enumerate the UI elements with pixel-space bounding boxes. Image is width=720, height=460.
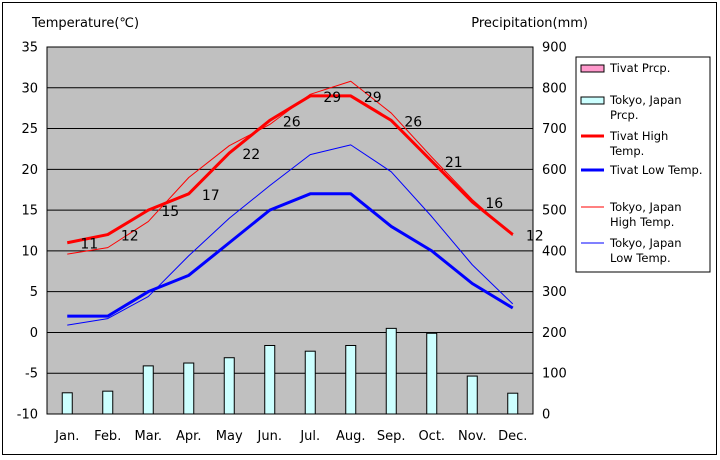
series-line-5	[67, 144, 514, 326]
data-label: 29	[323, 90, 341, 106]
y-left-tick-label: 15	[21, 204, 38, 219]
x-tick-label: Apr.	[176, 429, 201, 444]
y-right-tick-label: 400	[542, 244, 567, 259]
legend-label: Tokyo, Japan	[609, 200, 682, 214]
legend-swatch-0	[580, 64, 605, 73]
bar-1-2	[142, 365, 154, 415]
plot-border	[46, 46, 534, 415]
y-left-tick-label: -10	[17, 408, 38, 423]
data-label: 26	[283, 114, 301, 130]
x-tick-label: Dec.	[498, 429, 527, 444]
legend-label: Low Temp.	[610, 251, 671, 265]
y-left-tick-label: 10	[21, 244, 38, 259]
y-right-tick-label: 500	[542, 204, 567, 219]
series-line-2	[66, 94, 514, 245]
y-left-tick-label: 25	[21, 122, 38, 137]
legend-label: Tivat High	[609, 129, 668, 143]
data-label: 12	[121, 229, 139, 245]
data-label: 21	[445, 155, 463, 171]
y-left-tick-label: 30	[21, 81, 38, 96]
y-right-tick-label: 700	[542, 122, 567, 137]
data-label: 22	[242, 147, 260, 163]
legend-label: High Temp.	[610, 215, 674, 229]
bar-1-9	[426, 332, 438, 415]
y-right-tick-label: 900	[542, 41, 567, 56]
x-tick-label: May	[216, 429, 243, 444]
legend-label: Tokyo, Japan	[609, 236, 682, 250]
y-right-tick-label: 300	[542, 285, 567, 300]
data-label: 12	[526, 229, 544, 245]
legend-label: Temp.	[609, 144, 644, 158]
bar-1-10	[466, 375, 478, 415]
data-label: 26	[404, 114, 422, 130]
y-right-tick-label: 800	[542, 81, 567, 96]
x-tick-label: Oct.	[418, 429, 445, 444]
bar-1-4	[223, 357, 235, 415]
bar-1-11	[507, 392, 519, 415]
data-label: 15	[161, 204, 179, 220]
legend-box	[575, 56, 711, 273]
bar-1-6	[304, 350, 316, 415]
legend-label: Tokyo, Japan	[609, 93, 682, 107]
series-line-3	[67, 192, 514, 318]
x-tick-label: Feb.	[94, 429, 121, 444]
y-left-tick-label: 20	[21, 163, 38, 178]
x-tick-label: Jan.	[54, 429, 79, 444]
data-label: 29	[364, 90, 382, 106]
y-left-tick-label: -5	[25, 367, 38, 382]
bar-1-8	[385, 327, 397, 415]
bar-1-3	[183, 362, 195, 415]
y-right-tick-label: 200	[542, 326, 567, 341]
y-left-tick-label: 0	[30, 326, 38, 341]
y-right-tick-label: 100	[542, 367, 567, 382]
plot-area: 35 30 25 20 15 10 5 0 -5 -10 900 800 700 600 500 400 300…	[17, 41, 567, 445]
bar-1-5	[264, 344, 276, 415]
x-tick-label: Sep.	[377, 429, 406, 444]
x-tick-label: Aug.	[336, 429, 366, 444]
x-tick-label: Mar.	[135, 429, 162, 444]
data-label: 17	[202, 188, 220, 204]
legend-swatch-1	[580, 96, 605, 105]
legend-label: Prcp.	[610, 108, 639, 122]
data-label: 11	[80, 237, 98, 253]
y-right-tick-label: 600	[542, 163, 567, 178]
data-label: 16	[485, 196, 503, 212]
x-tick-label: Jul.	[299, 429, 320, 444]
legend-label: Tivat Low Temp.	[609, 163, 703, 177]
bar-1-1	[102, 390, 114, 415]
y-left-tick-label: 35	[21, 41, 38, 56]
x-tick-label: Nov.	[458, 429, 487, 444]
y-right-tick-label: 0	[542, 408, 550, 423]
bar-1-7	[345, 344, 357, 415]
y-left-tick-label: 5	[30, 285, 38, 300]
x-tick-label: Jun.	[257, 429, 282, 444]
y-left-axis-title: Temperature(℃)	[31, 16, 139, 31]
bar-1-0	[61, 392, 73, 415]
legend-label: Tivat Prcp.	[609, 61, 670, 75]
y-right-axis-title: Precipitation(mm)	[471, 16, 588, 31]
